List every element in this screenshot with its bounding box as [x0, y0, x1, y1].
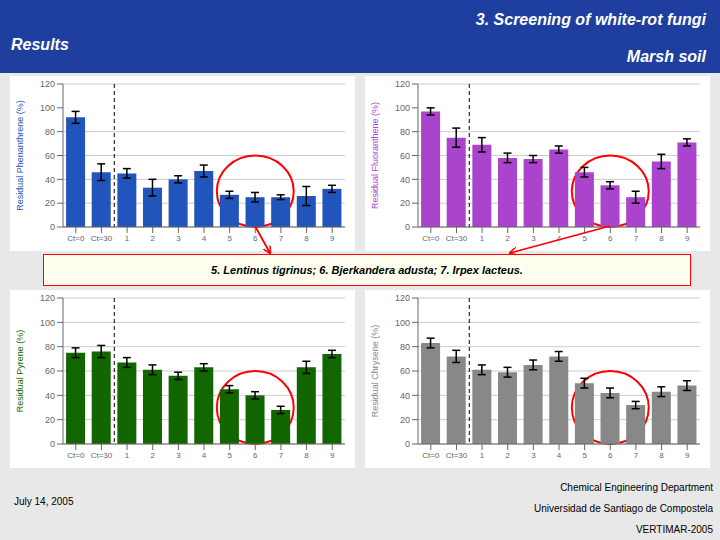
svg-text:60: 60	[45, 151, 55, 161]
svg-text:7: 7	[634, 451, 639, 460]
svg-text:60: 60	[400, 151, 410, 161]
svg-text:60: 60	[45, 366, 55, 376]
svg-text:60: 60	[400, 366, 410, 376]
svg-text:4: 4	[202, 451, 207, 460]
html-text:Marsh soil: Marsh soil	[626, 48, 706, 65]
svg-text:7: 7	[279, 234, 284, 243]
svg-text:Residual Fluoranthene (%): Residual Fluoranthene (%)	[370, 102, 380, 209]
svg-text:1: 1	[480, 234, 485, 243]
svg-text:5: 5	[582, 234, 587, 243]
svg-text:120: 120	[395, 293, 410, 303]
svg-text:9: 9	[685, 451, 690, 460]
svg-text:2: 2	[151, 451, 156, 460]
svg-text:40: 40	[45, 391, 55, 401]
svg-text:3: 3	[176, 234, 181, 243]
svg-text:9: 9	[685, 234, 690, 243]
svg-text:0: 0	[50, 222, 55, 232]
svg-text:100: 100	[395, 318, 410, 328]
svg-text:Ct=30: Ct=30	[446, 451, 468, 460]
svg-text:7: 7	[279, 451, 284, 460]
svg-text:100: 100	[40, 103, 55, 113]
svg-text:0: 0	[50, 439, 55, 449]
svg-text:120: 120	[40, 293, 55, 303]
svg-text:Ct=0: Ct=0	[422, 234, 440, 243]
svg-text:20: 20	[400, 198, 410, 208]
svg-text:100: 100	[40, 318, 55, 328]
svg-text:1: 1	[480, 451, 485, 460]
svg-text:2: 2	[506, 451, 511, 460]
svg-text:120: 120	[40, 79, 55, 89]
svg-text:40: 40	[45, 175, 55, 185]
svg-text:20: 20	[45, 198, 55, 208]
html-text:VERTIMAR-2005: VERTIMAR-2005	[635, 523, 713, 535]
svg-text:Ct=0: Ct=0	[67, 451, 85, 460]
svg-text:2: 2	[506, 234, 511, 243]
svg-text:Ct=0: Ct=0	[422, 451, 440, 460]
svg-text:Ct=0: Ct=0	[67, 234, 85, 243]
svg-text:6: 6	[608, 234, 613, 243]
svg-text:1: 1	[125, 451, 130, 460]
svg-text:3: 3	[176, 451, 181, 460]
svg-text:100: 100	[395, 103, 410, 113]
html-text:5. Lentinus tigrinus; 6. Bjerk: 5. Lentinus tigrinus; 6. Bjerkandera adu…	[211, 264, 523, 276]
svg-text:20: 20	[400, 415, 410, 425]
svg-text:8: 8	[304, 451, 309, 460]
svg-text:40: 40	[400, 175, 410, 185]
html-text:Universidad de Santiago de Com: Universidad de Santiago de Compostela	[534, 502, 713, 514]
svg-text:8: 8	[304, 234, 309, 243]
svg-text:0: 0	[405, 222, 410, 232]
svg-text:40: 40	[400, 391, 410, 401]
svg-text:5: 5	[227, 234, 232, 243]
svg-text:8: 8	[659, 451, 664, 460]
svg-text:120: 120	[395, 79, 410, 89]
svg-text:1: 1	[125, 234, 130, 243]
svg-text:20: 20	[45, 415, 55, 425]
html-text:3. Screening of white-rot fung: 3. Screening of white-rot fungi	[475, 11, 706, 28]
svg-text:Ct=30: Ct=30	[91, 451, 113, 460]
svg-text:Ct=30: Ct=30	[446, 234, 468, 243]
html-text:July 14, 2005: July 14, 2005	[14, 495, 74, 507]
svg-text:6: 6	[608, 451, 613, 460]
svg-text:5: 5	[227, 451, 232, 460]
svg-text:80: 80	[45, 127, 55, 137]
svg-text:5: 5	[582, 451, 587, 460]
svg-text:Residual Pyrene (%): Residual Pyrene (%)	[15, 330, 25, 413]
svg-text:3: 3	[531, 451, 536, 460]
svg-text:8: 8	[659, 234, 664, 243]
svg-text:4: 4	[557, 234, 562, 243]
svg-text:9: 9	[330, 234, 335, 243]
svg-text:7: 7	[634, 234, 639, 243]
svg-text:Ct=30: Ct=30	[91, 234, 113, 243]
svg-text:6: 6	[253, 234, 258, 243]
svg-text:4: 4	[557, 451, 562, 460]
html-text:Chemical Engineering Departmen: Chemical Engineering Department	[560, 481, 713, 493]
svg-text:80: 80	[45, 342, 55, 352]
svg-text:4: 4	[202, 234, 207, 243]
svg-text:6: 6	[253, 451, 258, 460]
svg-text:80: 80	[400, 127, 410, 137]
svg-text:0: 0	[405, 439, 410, 449]
svg-text:3: 3	[531, 234, 536, 243]
html-text:Results: Results	[11, 36, 69, 53]
svg-text:2: 2	[151, 234, 156, 243]
svg-text:80: 80	[400, 342, 410, 352]
svg-text:Residual Chrysene (%): Residual Chrysene (%)	[370, 325, 380, 418]
svg-text:9: 9	[330, 451, 335, 460]
svg-text:Residual Phenanthrene (%): Residual Phenanthrene (%)	[15, 100, 25, 211]
